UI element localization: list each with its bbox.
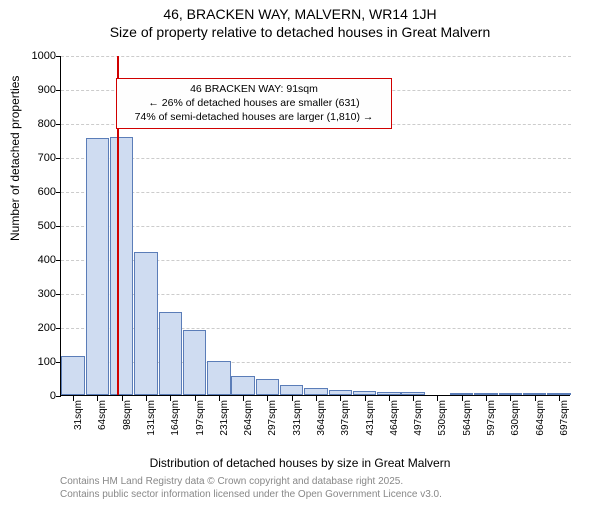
histogram-bar	[547, 393, 571, 395]
x-tick-label: 131sqm	[146, 400, 157, 440]
attribution: Contains HM Land Registry data © Crown c…	[60, 476, 442, 501]
x-tick-label: 31sqm	[73, 400, 84, 440]
histogram-bar	[499, 393, 523, 395]
histogram-bar	[329, 390, 353, 395]
x-tick-label: 331sqm	[292, 400, 303, 440]
x-tick-label: 464sqm	[389, 400, 400, 440]
histogram-bar	[280, 385, 304, 395]
y-tick-mark	[56, 90, 61, 91]
attribution-line-2: Contains public sector information licen…	[60, 489, 442, 502]
y-tick-mark	[56, 158, 61, 159]
y-tick-mark	[56, 124, 61, 125]
y-tick-mark	[56, 362, 61, 363]
histogram-bar	[450, 393, 474, 395]
plot-region: 0100200300400500600700800900100031sqm64s…	[60, 56, 570, 396]
x-tick-label: 630sqm	[510, 400, 521, 440]
x-tick-label: 264sqm	[243, 400, 254, 440]
histogram-bar	[61, 356, 85, 395]
y-tick-mark	[56, 328, 61, 329]
x-tick-label: 597sqm	[486, 400, 497, 440]
x-axis-label: Distribution of detached houses by size …	[0, 456, 600, 470]
y-tick-label: 1000	[16, 50, 56, 62]
x-tick-label: 164sqm	[170, 400, 181, 440]
annotation-line: ← 26% of detached houses are smaller (63…	[123, 96, 385, 110]
histogram-bar	[207, 361, 231, 395]
annotation-line: 74% of semi-detached houses are larger (…	[123, 110, 385, 124]
x-tick-label: 98sqm	[122, 400, 133, 440]
attribution-line-1: Contains HM Land Registry data © Crown c…	[60, 476, 442, 489]
x-tick-label: 664sqm	[535, 400, 546, 440]
histogram-bar	[256, 379, 280, 395]
x-tick-label: 197sqm	[195, 400, 206, 440]
y-tick-label: 500	[16, 220, 56, 232]
y-tick-label: 700	[16, 152, 56, 164]
grid-line	[61, 158, 571, 159]
y-tick-label: 400	[16, 254, 56, 266]
histogram-bar	[304, 388, 328, 395]
y-tick-mark	[56, 260, 61, 261]
y-tick-mark	[56, 396, 61, 397]
histogram-bar	[134, 252, 158, 395]
histogram-bar	[110, 137, 134, 395]
histogram-bar	[401, 392, 425, 395]
histogram-bar	[86, 138, 110, 395]
x-tick-label: 64sqm	[97, 400, 108, 440]
y-tick-mark	[56, 294, 61, 295]
histogram-bar	[159, 312, 183, 395]
y-tick-label: 600	[16, 186, 56, 198]
chart-area: 0100200300400500600700800900100031sqm64s…	[60, 56, 570, 426]
annotation-box: 46 BRACKEN WAY: 91sqm← 26% of detached h…	[116, 78, 392, 129]
y-tick-label: 300	[16, 288, 56, 300]
x-tick-label: 364sqm	[316, 400, 327, 440]
x-tick-label: 397sqm	[340, 400, 351, 440]
histogram-bar	[377, 392, 401, 395]
y-tick-label: 100	[16, 356, 56, 368]
histogram-bar	[474, 393, 498, 395]
y-tick-label: 200	[16, 322, 56, 334]
y-tick-mark	[56, 192, 61, 193]
grid-line	[61, 56, 571, 57]
grid-line	[61, 226, 571, 227]
y-tick-mark	[56, 226, 61, 227]
x-tick-label: 497sqm	[413, 400, 424, 440]
y-tick-mark	[56, 56, 61, 57]
y-tick-label: 800	[16, 118, 56, 130]
x-tick-label: 564sqm	[462, 400, 473, 440]
x-tick-label: 297sqm	[267, 400, 278, 440]
histogram-bar	[523, 393, 547, 395]
x-tick-label: 231sqm	[219, 400, 230, 440]
x-tick-label: 697sqm	[559, 400, 570, 440]
x-tick-label: 431sqm	[365, 400, 376, 440]
histogram-bar	[183, 330, 207, 395]
y-tick-label: 0	[16, 390, 56, 402]
grid-line	[61, 192, 571, 193]
x-tick-label: 530sqm	[437, 400, 448, 440]
histogram-bar	[231, 376, 255, 395]
annotation-line: 46 BRACKEN WAY: 91sqm	[123, 82, 385, 96]
page-title: 46, BRACKEN WAY, MALVERN, WR14 1JH	[0, 6, 600, 22]
page-subtitle: Size of property relative to detached ho…	[0, 24, 600, 40]
y-tick-label: 900	[16, 84, 56, 96]
histogram-bar	[353, 391, 377, 395]
